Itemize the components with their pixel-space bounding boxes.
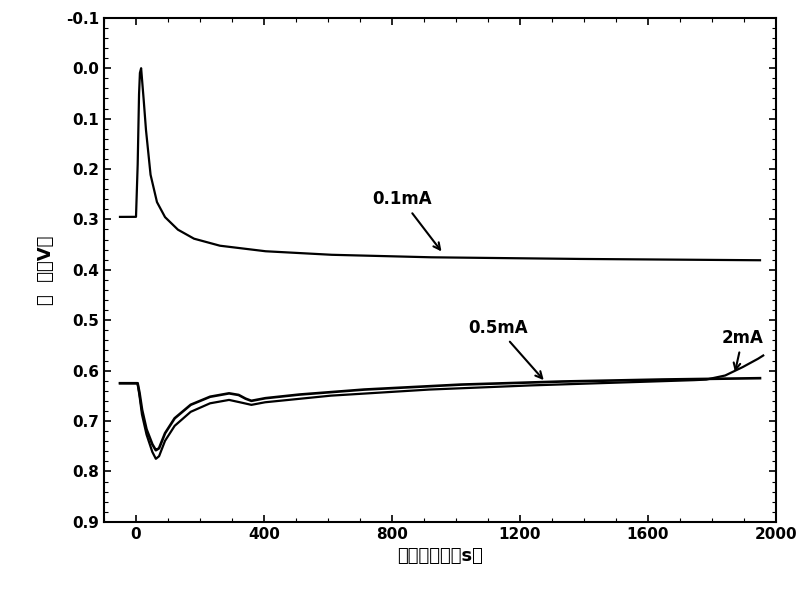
Y-axis label: 电  压（V）: 电 压（V） xyxy=(37,235,55,304)
X-axis label: 电沉积时间（s）: 电沉积时间（s） xyxy=(397,547,483,565)
Text: 0.5mA: 0.5mA xyxy=(468,319,542,378)
Text: 0.1mA: 0.1mA xyxy=(372,190,440,250)
Text: 2mA: 2mA xyxy=(722,329,763,369)
